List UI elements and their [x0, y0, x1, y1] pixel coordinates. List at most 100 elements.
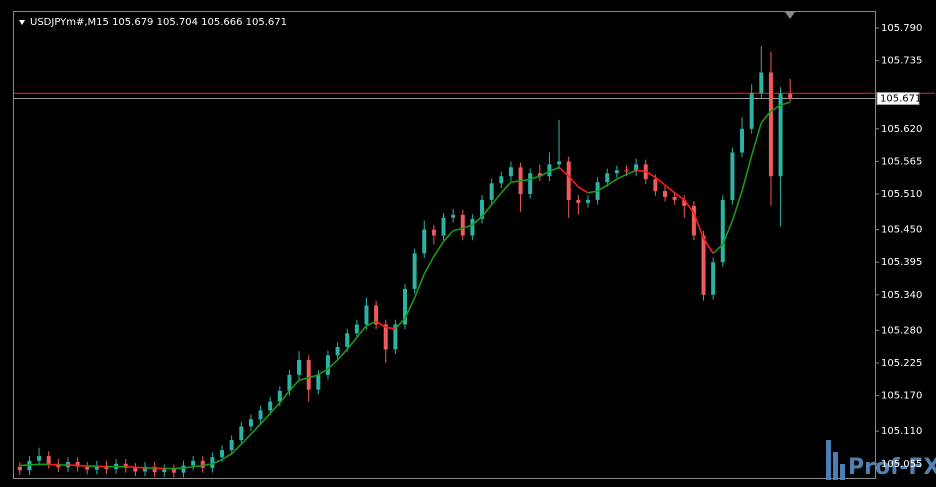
y-tick-label: 105.510 — [881, 189, 922, 200]
candle-body — [220, 450, 225, 458]
candle-body — [152, 466, 157, 473]
ma-segment — [674, 192, 685, 201]
ma-segment — [616, 173, 627, 180]
ma-segment — [19, 464, 30, 467]
ma-segment — [96, 465, 107, 468]
ma-segment — [250, 423, 262, 435]
candle-body — [653, 179, 658, 192]
watermark: Prof-FX — [848, 455, 936, 480]
ma-segment — [442, 230, 454, 242]
ma-segment — [279, 390, 291, 404]
ma-segment — [693, 212, 705, 239]
candle-body — [663, 191, 667, 197]
bid-label: 105.671 — [880, 94, 921, 105]
ma-segment — [549, 166, 560, 173]
candle-body — [403, 288, 407, 325]
candle-body — [528, 173, 533, 195]
candle-body — [297, 360, 302, 375]
ma-segment — [183, 465, 194, 469]
ma-segment — [491, 192, 502, 206]
candle-body — [605, 173, 610, 183]
candle-body — [191, 460, 196, 466]
candle-body — [682, 199, 687, 206]
candle-body — [229, 440, 234, 451]
ma-segment — [308, 374, 319, 379]
candle-body — [335, 346, 340, 356]
ma-segment — [346, 336, 358, 350]
y-tick-label: 105.340 — [881, 290, 922, 301]
candle-body — [740, 128, 745, 153]
ma-segment — [288, 379, 300, 392]
candle-body — [537, 173, 542, 177]
ma-segment — [125, 465, 136, 469]
y-tick-label: 105.280 — [881, 325, 922, 336]
candle-body — [200, 460, 205, 468]
ma-segment — [77, 464, 88, 467]
candle-body — [171, 469, 176, 473]
candle-body — [720, 199, 725, 263]
y-tick-label: 105.620 — [881, 124, 922, 135]
ma-segment — [654, 176, 666, 186]
ma-segment — [780, 101, 791, 106]
candle-body — [248, 419, 253, 427]
candle-body — [133, 467, 138, 472]
ma-segment — [741, 155, 753, 192]
ma-segment — [269, 402, 281, 414]
ma-segment — [433, 241, 445, 257]
ma-segment — [462, 224, 473, 230]
candle-body — [431, 229, 436, 236]
ma-segment — [529, 175, 541, 180]
candle-body — [345, 333, 350, 347]
ma-segment — [500, 181, 512, 194]
candle-body — [354, 324, 359, 334]
ma-segment — [48, 463, 59, 466]
ma-segment — [423, 255, 435, 275]
candle-body — [258, 410, 263, 420]
y-tick-label: 105.225 — [881, 358, 922, 369]
candle-body — [162, 469, 167, 473]
candle-body — [508, 167, 513, 177]
ma-segment — [154, 467, 165, 470]
ma-segment — [722, 220, 734, 245]
watermark-icon — [826, 440, 845, 480]
ma-segment — [645, 170, 656, 179]
candle-body — [422, 229, 427, 254]
candle-body — [557, 161, 562, 165]
candle-body — [393, 324, 398, 350]
ma-segment — [317, 368, 329, 376]
shift-marker — [785, 12, 795, 19]
candle-body — [210, 457, 215, 468]
ma-segment — [626, 169, 637, 176]
ma-segment — [597, 184, 608, 192]
candle-body — [277, 390, 282, 402]
ma-segment — [510, 180, 521, 183]
ma-segment — [452, 227, 463, 232]
ma-segment — [577, 186, 589, 194]
candle-body — [701, 235, 706, 295]
ma-segment — [221, 453, 233, 461]
moving-average — [19, 101, 791, 470]
candle-body — [759, 72, 764, 94]
candle-body — [383, 324, 388, 350]
ma-segment — [404, 297, 416, 319]
ma-segment — [712, 243, 724, 254]
y-tick-label: 105.450 — [881, 225, 922, 236]
y-tick-label: 105.170 — [881, 391, 922, 402]
candle-body — [470, 218, 475, 236]
ma-segment — [568, 175, 579, 188]
ma-segment — [770, 104, 781, 112]
candle-body — [711, 262, 716, 295]
ma-segment — [702, 238, 714, 254]
candle-body — [691, 205, 696, 236]
candle-body — [768, 72, 773, 177]
candle-body — [85, 466, 90, 470]
ma-segment — [366, 320, 377, 327]
candle-body — [585, 199, 590, 203]
candle-body — [451, 214, 456, 218]
candle-body — [287, 374, 292, 391]
candle-body — [614, 170, 619, 174]
candle-body — [749, 93, 754, 129]
